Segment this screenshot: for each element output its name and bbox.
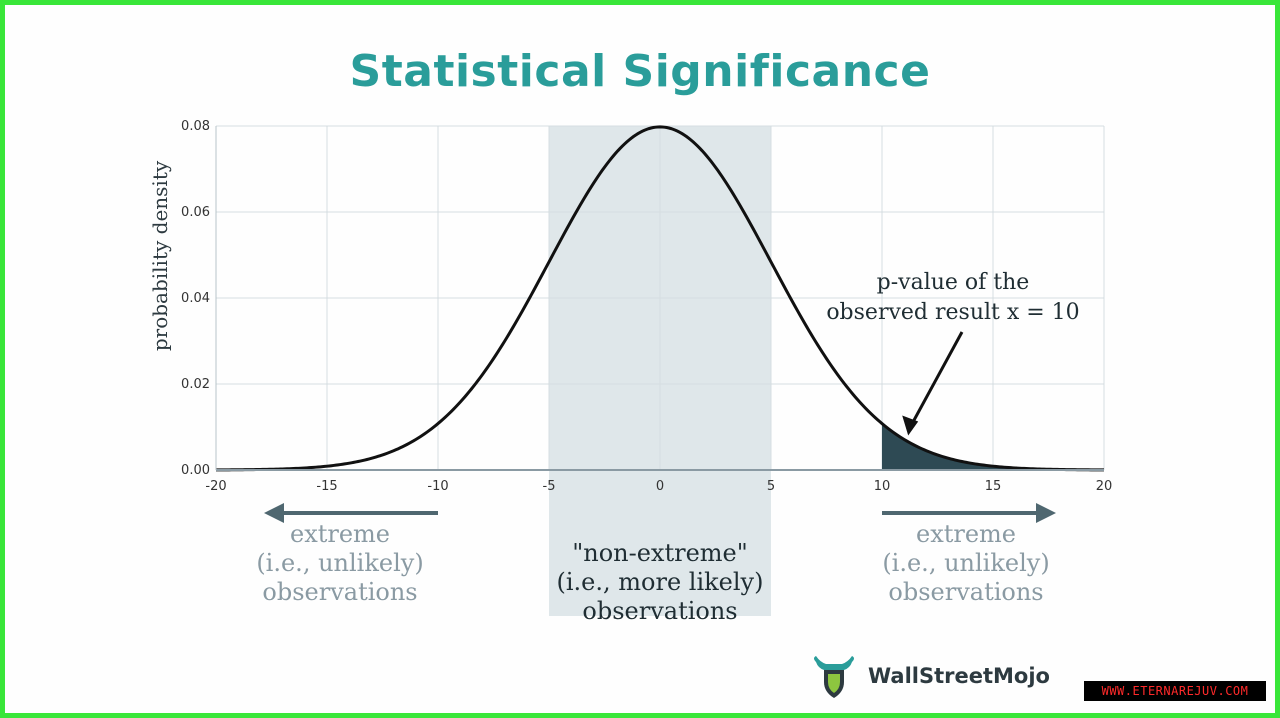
y-tick-label: 0.00 xyxy=(181,463,210,478)
y-tick-label: 0.06 xyxy=(181,205,210,220)
annotation-arrow-shaft xyxy=(910,331,964,425)
x-tick-label: 10 xyxy=(874,479,891,494)
note-line: extreme xyxy=(289,520,391,548)
left-extreme-note: extreme (i.e., unlikely) observations xyxy=(220,520,460,607)
note-line: "non-extreme" xyxy=(572,539,748,567)
curve-layer xyxy=(215,125,1105,472)
brand-name: WallStreetMojo xyxy=(868,664,1050,688)
ticks-layer: -20 -15 -10 -5 0 5 10 15 20 0.00 0.02 0.04 0.06 0.08 xyxy=(181,119,1112,494)
x-tick-label: -15 xyxy=(316,479,337,494)
note-line: (i.e., unlikely) xyxy=(256,549,424,577)
y-tick-label: 0.02 xyxy=(181,377,210,392)
y-axis-label: probability density xyxy=(148,160,172,351)
x-tick-label: 20 xyxy=(1096,479,1113,494)
p-value-annotation: p-value of the observed result x = 10 xyxy=(808,268,1098,328)
right-region-arrow-head xyxy=(1036,503,1056,523)
y-tick-label: 0.08 xyxy=(181,119,210,134)
brand-logo: WallStreetMojo xyxy=(810,652,1050,700)
note-line: (i.e., unlikely) xyxy=(882,549,1050,577)
x-tick-label: 15 xyxy=(985,479,1002,494)
note-line: observations xyxy=(582,597,738,625)
tail-layer xyxy=(882,423,1104,470)
x-tick-label: -10 xyxy=(427,479,448,494)
note-line: observations xyxy=(888,578,1044,606)
chart-title: Statistical Significance xyxy=(349,46,931,97)
y-tick-label: 0.04 xyxy=(181,291,210,306)
left-region-arrow-head xyxy=(264,503,284,523)
annotation-arrow-head xyxy=(902,415,919,436)
annotation-line: p-value of the xyxy=(876,270,1030,295)
center-non-extreme-note: "non-extreme" (i.e., more likely) observ… xyxy=(530,539,790,626)
annotation-line: observed result x = 10 xyxy=(826,300,1080,325)
bull-shield-logo-icon xyxy=(814,656,854,698)
note-line: observations xyxy=(262,578,418,606)
x-tick-label: -20 xyxy=(205,479,226,494)
density-curve xyxy=(215,125,1105,472)
p-value-tail-area xyxy=(882,423,1104,470)
x-tick-label: 5 xyxy=(767,479,775,494)
right-extreme-note: extreme (i.e., unlikely) observations xyxy=(846,520,1086,607)
x-tick-label: -5 xyxy=(543,479,556,494)
note-line: extreme xyxy=(915,520,1017,548)
arrow-layer xyxy=(264,331,1056,523)
watermark: WWW.ETERNAREJUV.COM xyxy=(1084,681,1266,701)
x-tick-label: 0 xyxy=(656,479,664,494)
axis-layer xyxy=(215,126,1104,471)
note-line: (i.e., more likely) xyxy=(556,568,764,596)
